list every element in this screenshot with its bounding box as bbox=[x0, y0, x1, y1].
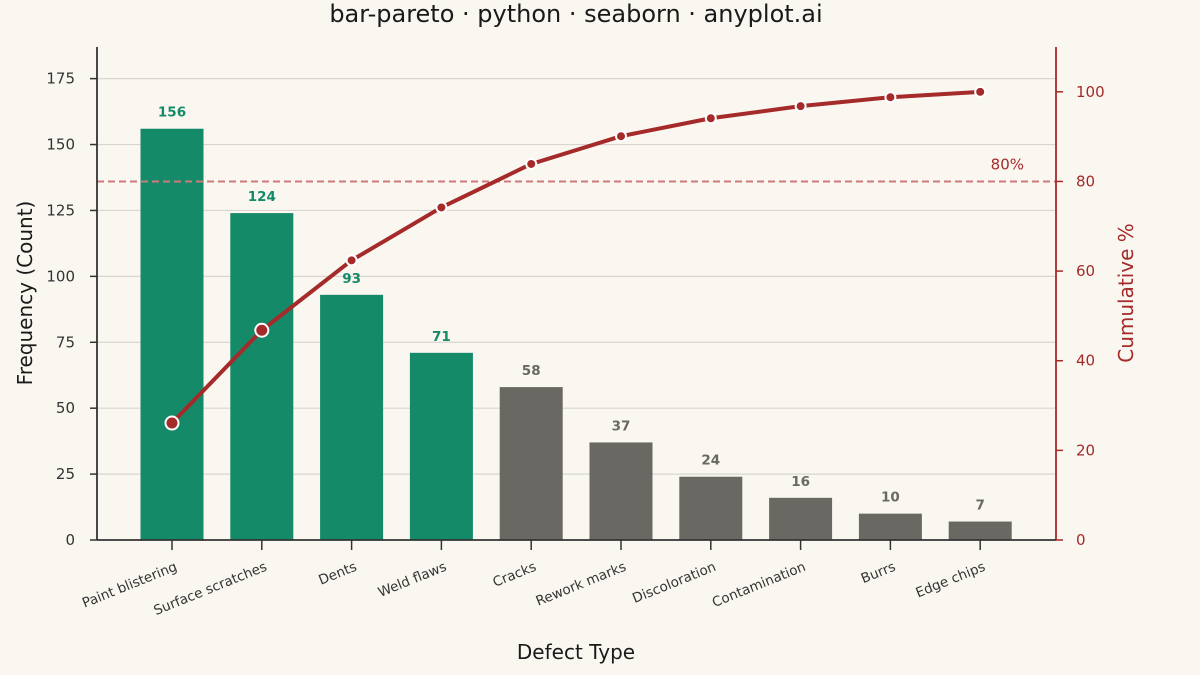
y-axis-label: Frequency (Count) bbox=[13, 201, 37, 386]
bar bbox=[769, 497, 833, 540]
x-tick-label: Dents bbox=[316, 559, 359, 589]
y2-tick-label: 40 bbox=[1076, 352, 1095, 370]
x-tick-label: Weld flaws bbox=[376, 559, 449, 601]
bar bbox=[320, 294, 384, 540]
bar-value-label: 58 bbox=[522, 363, 541, 379]
y2-tick-label: 60 bbox=[1076, 262, 1095, 280]
y-tick-label: 50 bbox=[56, 399, 75, 417]
x-tick-label: Edge chips bbox=[913, 559, 987, 601]
cumulative-point bbox=[884, 91, 897, 104]
cumulative-point bbox=[525, 157, 538, 170]
bar bbox=[230, 213, 294, 540]
y-tick-label: 175 bbox=[46, 70, 75, 88]
cumulative-point bbox=[164, 415, 180, 431]
y-tick-label: 0 bbox=[65, 531, 75, 549]
cumulative-line bbox=[164, 85, 987, 431]
bar-value-label: 7 bbox=[975, 498, 984, 514]
y-tick-label: 125 bbox=[46, 201, 75, 219]
bar-value-labels: 156 124 93 71 58 37 24 16 10 7 bbox=[158, 105, 985, 514]
axes bbox=[96, 47, 1057, 541]
threshold-label: 80% bbox=[991, 155, 1024, 173]
bar-value-label: 71 bbox=[432, 329, 451, 345]
y2-tick-label: 20 bbox=[1076, 441, 1095, 459]
bar-value-label: 156 bbox=[158, 105, 186, 121]
bar bbox=[140, 128, 204, 540]
bar bbox=[948, 521, 1012, 540]
bar bbox=[679, 476, 743, 540]
bar bbox=[858, 513, 922, 540]
bar-value-label: 10 bbox=[881, 490, 900, 506]
cumulative-point bbox=[345, 254, 358, 267]
y-tick-label: 25 bbox=[56, 465, 75, 483]
bar-value-label: 124 bbox=[248, 189, 276, 205]
y2-tick-label: 0 bbox=[1076, 531, 1086, 549]
bar bbox=[409, 352, 473, 540]
left-y-ticks: 0 25 50 75 100 125 150 175 bbox=[46, 70, 97, 549]
x-tick-label: Rework marks bbox=[534, 559, 629, 610]
bar-value-label: 16 bbox=[791, 474, 810, 490]
bars bbox=[140, 128, 1012, 540]
x-tick-label: Discoloration bbox=[630, 559, 718, 607]
y-tick-label: 75 bbox=[56, 333, 75, 351]
y2-tick-label: 100 bbox=[1076, 83, 1105, 101]
bar bbox=[589, 442, 653, 540]
cumulative-point bbox=[435, 201, 448, 214]
bar bbox=[499, 387, 563, 540]
cumulative-line-path bbox=[170, 89, 983, 426]
x-tick-label: Burrs bbox=[859, 559, 898, 587]
right-y-ticks: 0 20 40 60 80 100 bbox=[1056, 83, 1105, 549]
chart-title: bar-pareto · python · seaborn · anyplot.… bbox=[329, 0, 822, 28]
bar-value-label: 24 bbox=[701, 453, 720, 469]
bar-value-label: 37 bbox=[612, 418, 631, 434]
cumulative-point bbox=[794, 100, 807, 113]
cumulative-point bbox=[254, 322, 270, 338]
x-axis-label: Defect Type bbox=[517, 640, 635, 664]
y-tick-label: 150 bbox=[46, 136, 75, 154]
x-tick-label: Cracks bbox=[490, 559, 538, 591]
cumulative-point bbox=[974, 85, 987, 98]
cumulative-point bbox=[615, 130, 627, 143]
cumulative-point bbox=[704, 112, 717, 125]
threshold-80: 80% bbox=[97, 155, 1056, 183]
bar-value-label: 93 bbox=[342, 271, 361, 287]
y-tick-label: 100 bbox=[46, 267, 75, 285]
y2-axis-label: Cumulative % bbox=[1114, 223, 1138, 363]
x-tick-label: Contamination bbox=[710, 559, 808, 611]
y2-tick-label: 80 bbox=[1076, 172, 1095, 190]
